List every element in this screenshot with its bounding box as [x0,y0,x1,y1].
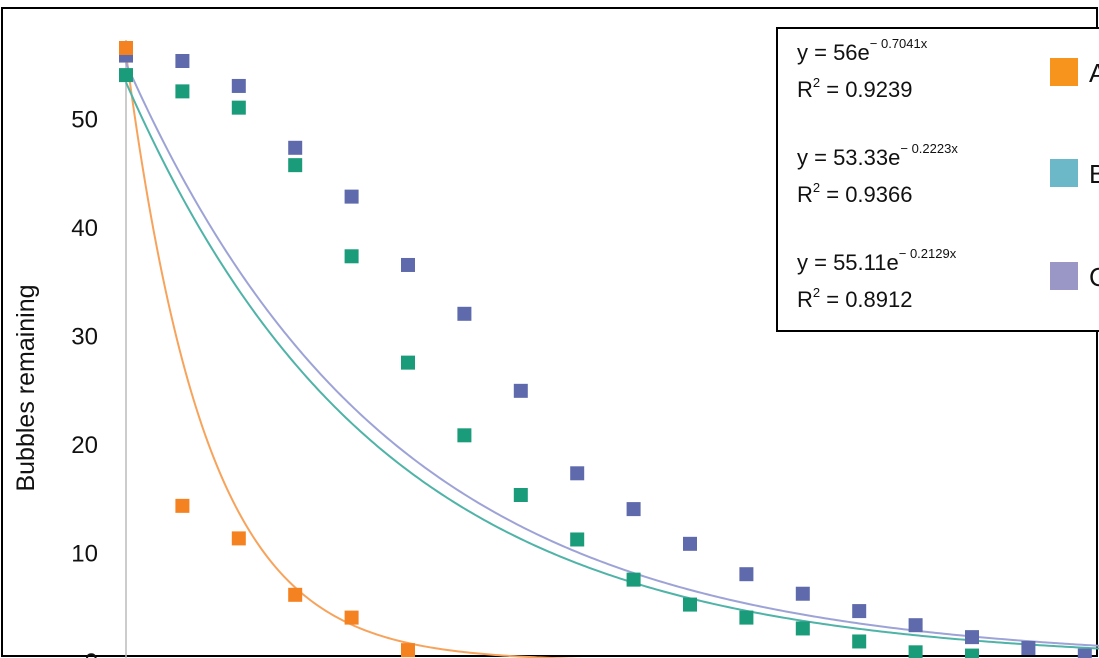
r-squared-line: R2 = 0.9239 [797,75,913,102]
r-squared-line: R2 = 0.8912 [797,285,913,312]
point-c [683,536,697,551]
data-points [119,40,1092,658]
point-b [288,158,303,173]
point-b [626,572,641,587]
point-b [908,645,923,658]
y-tick-label: 10 [71,541,98,568]
point-b [739,610,754,625]
point-a [119,40,133,55]
point-c [795,586,810,601]
point-c [401,257,415,272]
point-b [965,648,979,658]
fit-lines [125,53,1099,658]
point-c [457,306,472,321]
point-b [683,597,697,612]
y-tick-label: 30 [71,324,98,351]
point-c [288,140,303,155]
equation-box-frame [776,27,1099,332]
point-a [231,531,246,546]
axis-layer: 0 10 20 30 40 50 [71,40,127,658]
point-c [513,383,528,398]
point-c [908,618,923,633]
y-tick-label: 40 [71,215,98,242]
point-a [175,498,190,513]
fit-line-b [125,81,1099,650]
point-c [1021,640,1036,655]
r-squared-line: R2 = 0.9366 [797,180,913,207]
equation-line: y = 53.33e− 0.2223x [797,141,958,170]
point-b [570,532,585,547]
point-c [570,466,585,481]
point-b [795,621,810,636]
legend-swatch-a [1050,58,1078,86]
point-b [401,355,415,370]
point-a [288,587,303,602]
point-a [344,610,359,625]
point-b [457,428,472,443]
point-b [344,249,359,264]
legend-swatch-b [1050,159,1078,187]
point-c [965,630,979,645]
point-c [344,189,359,204]
y-tick-label: 50 [71,107,98,134]
y-tick-label: 0 [85,649,98,658]
point-c [175,53,190,68]
point-c [1077,648,1092,658]
point-b [852,634,867,649]
point-c [231,78,246,93]
y-tick-label: 20 [71,432,98,459]
equation-line: y = 56e− 0.7041x [797,36,928,65]
point-c [739,567,754,582]
point-b [513,487,528,502]
point-b [119,68,133,83]
equation-line: y = 55.11e− 0.2129x [797,246,957,275]
legend-label-a: A [1089,58,1099,88]
legend-label-c: C [1089,262,1099,292]
point-a [401,643,415,658]
point-c [852,604,867,619]
equation-box: y = 56e− 0.7041x R2 = 0.9239 y = 53.33e− 0… [776,27,1099,332]
legend: A B C [1050,58,1099,292]
point-b [175,84,190,99]
legend-label-b: B [1089,159,1099,189]
legend-swatch-c [1050,262,1078,290]
point-b [231,100,246,115]
fit-line-a [125,53,585,658]
y-axis-title: Bubbles remaining [12,284,40,491]
point-c [626,502,641,517]
fit-line-c [125,62,1099,647]
